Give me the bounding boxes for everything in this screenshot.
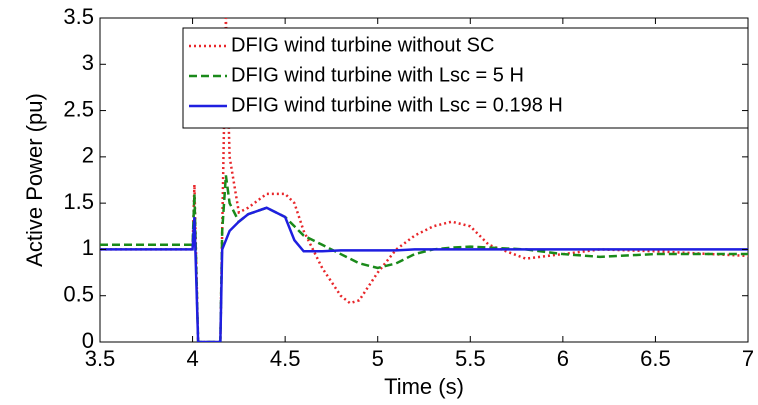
- y-tick-label: 1: [82, 235, 94, 260]
- y-axis-label: Active Power (pu): [22, 93, 47, 267]
- x-tick-label: 6.5: [640, 346, 671, 371]
- y-tick-label: 1.5: [63, 189, 94, 214]
- series-line: [100, 175, 748, 342]
- x-tick-label: 6: [557, 346, 569, 371]
- legend-label: DFIG wind turbine without SC: [231, 34, 494, 56]
- plot-lines: [100, 18, 748, 342]
- x-axis-label: Time (s): [384, 374, 464, 399]
- series-line: [100, 18, 748, 342]
- y-tick-label: 3: [82, 50, 94, 75]
- x-tick-label: 3.5: [85, 346, 116, 371]
- legend: DFIG wind turbine without SC DFIG wind tu…: [182, 27, 749, 129]
- x-tick-label: 5.5: [455, 346, 486, 371]
- x-tick-label: 4.5: [270, 346, 301, 371]
- y-tick-label: 0.5: [63, 282, 94, 307]
- legend-label: DFIG wind turbine with Lsc = 5 H: [231, 64, 524, 86]
- series-line: [100, 206, 748, 342]
- legend-label: DFIG wind turbine with Lsc = 0.198 H: [231, 94, 563, 116]
- x-tick-label: 4: [186, 346, 198, 371]
- y-tick-label: 2: [82, 143, 94, 168]
- x-tick-label: 7: [742, 346, 754, 371]
- x-tick-label: 5: [372, 346, 384, 371]
- legend-box: [182, 27, 749, 129]
- y-tick-label: 2.5: [63, 96, 94, 121]
- y-tick-label: 0: [82, 328, 94, 353]
- plot-frame: [99, 17, 749, 343]
- y-tick-label: 3.5: [63, 4, 94, 29]
